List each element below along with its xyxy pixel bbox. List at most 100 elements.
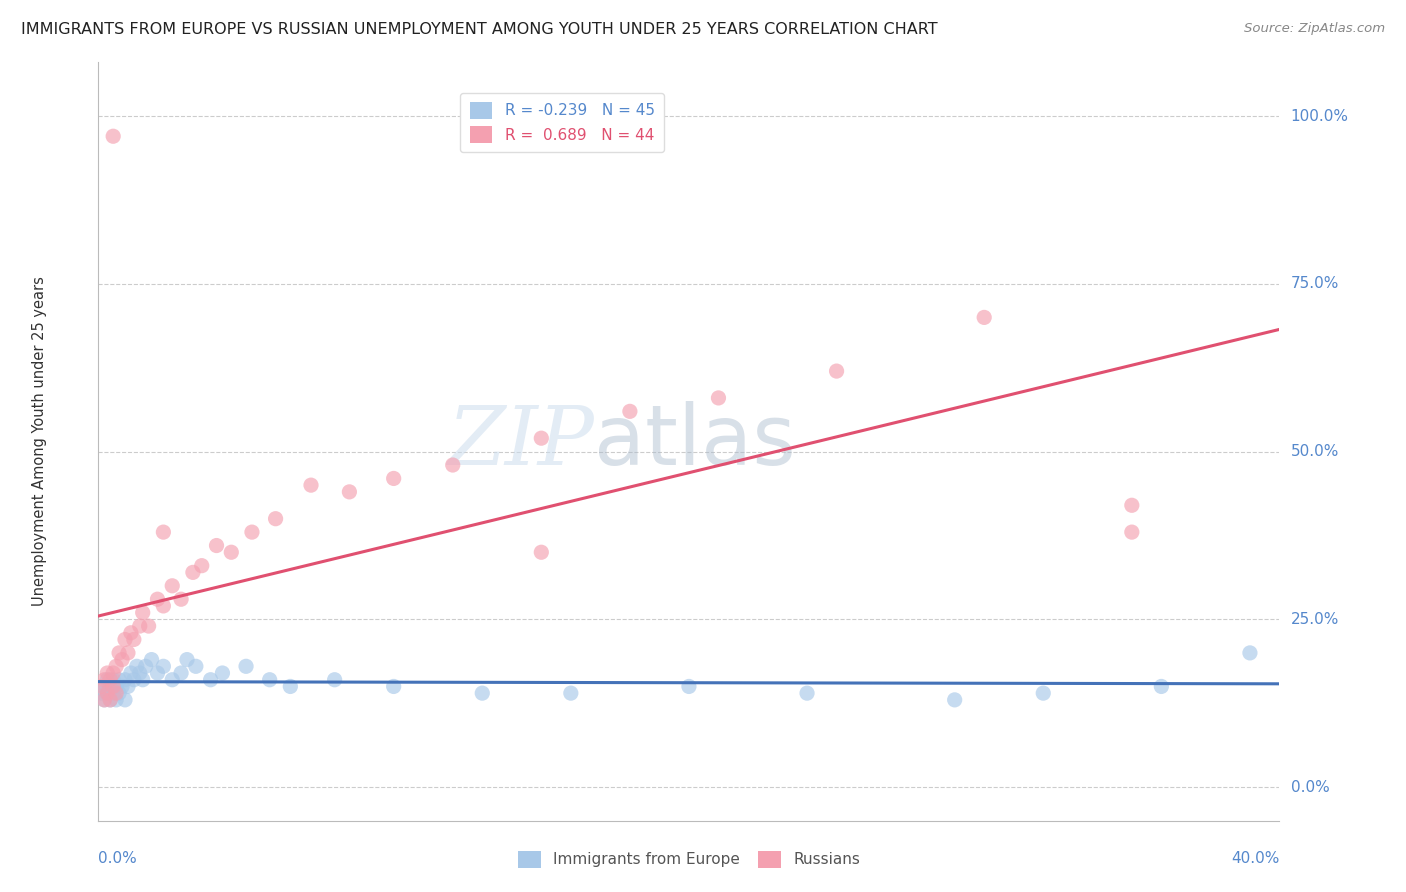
Text: 100.0%: 100.0%: [1291, 109, 1348, 124]
Point: [122, 673, 145, 687]
Point: [973, 310, 995, 325]
Point: [120, 625, 142, 640]
Point: [235, 659, 257, 673]
Point: [108, 686, 131, 700]
Point: [619, 404, 641, 418]
Point: [122, 632, 145, 647]
Point: [108, 646, 131, 660]
Point: [132, 606, 155, 620]
Text: ZIP: ZIP: [447, 401, 595, 482]
Point: [323, 673, 346, 687]
Point: [96, 673, 118, 687]
Point: [943, 693, 966, 707]
Point: [299, 478, 322, 492]
Point: [98, 693, 121, 707]
Legend: Immigrants from Europe, Russians: Immigrants from Europe, Russians: [512, 845, 866, 873]
Point: [221, 545, 243, 559]
Point: [108, 673, 131, 687]
Point: [128, 666, 150, 681]
Point: [93, 693, 115, 707]
Point: [114, 693, 136, 707]
Point: [93, 680, 115, 694]
Point: [152, 659, 174, 673]
Point: [111, 652, 134, 666]
Point: [1121, 498, 1143, 512]
Point: [259, 673, 281, 687]
Point: [114, 632, 136, 647]
Point: [93, 673, 115, 687]
Point: [796, 686, 818, 700]
Point: [191, 558, 214, 573]
Point: [382, 680, 405, 694]
Point: [1121, 525, 1143, 540]
Point: [530, 545, 553, 559]
Point: [90, 680, 112, 694]
Text: Unemployment Among Youth under 25 years: Unemployment Among Youth under 25 years: [32, 277, 46, 607]
Point: [117, 680, 139, 694]
Point: [98, 673, 121, 687]
Point: [90, 686, 112, 700]
Point: [96, 666, 118, 681]
Point: [176, 652, 198, 666]
Point: [162, 579, 183, 593]
Point: [138, 619, 160, 633]
Point: [471, 686, 494, 700]
Point: [1032, 686, 1054, 700]
Point: [132, 673, 155, 687]
Point: [111, 680, 134, 694]
Point: [103, 686, 125, 700]
Text: 0.0%: 0.0%: [1291, 780, 1329, 795]
Point: [170, 592, 193, 607]
Point: [105, 680, 128, 694]
Point: [280, 680, 302, 694]
Point: [117, 646, 139, 660]
Point: [707, 391, 730, 405]
Point: [441, 458, 464, 472]
Point: [146, 666, 169, 681]
Point: [200, 673, 222, 687]
Point: [825, 364, 848, 378]
Point: [530, 431, 553, 445]
Point: [103, 129, 125, 144]
Point: [184, 659, 207, 673]
Text: 50.0%: 50.0%: [1291, 444, 1339, 459]
Point: [98, 693, 121, 707]
Point: [211, 666, 233, 681]
Point: [560, 686, 582, 700]
Point: [382, 471, 405, 485]
Text: Source: ZipAtlas.com: Source: ZipAtlas.com: [1244, 22, 1385, 36]
Point: [141, 652, 163, 666]
Point: [125, 659, 148, 673]
Point: [152, 525, 174, 540]
Point: [240, 525, 263, 540]
Text: 75.0%: 75.0%: [1291, 277, 1339, 292]
Point: [105, 693, 128, 707]
Point: [103, 673, 125, 687]
Point: [128, 619, 150, 633]
Text: 25.0%: 25.0%: [1291, 612, 1339, 627]
Point: [98, 680, 121, 694]
Point: [678, 680, 700, 694]
Point: [96, 686, 118, 700]
Point: [205, 539, 228, 553]
Text: 0.0%: 0.0%: [98, 851, 138, 866]
Point: [1239, 646, 1261, 660]
Point: [152, 599, 174, 613]
Point: [96, 686, 118, 700]
Point: [103, 666, 125, 681]
Point: [105, 659, 128, 673]
Text: IMMIGRANTS FROM EUROPE VS RUSSIAN UNEMPLOYMENT AMONG YOUTH UNDER 25 YEARS CORREL: IMMIGRANTS FROM EUROPE VS RUSSIAN UNEMPL…: [21, 22, 938, 37]
Point: [1150, 680, 1173, 694]
Point: [120, 666, 142, 681]
Point: [93, 693, 115, 707]
Point: [105, 686, 128, 700]
Point: [264, 512, 287, 526]
Point: [135, 659, 157, 673]
Text: 40.0%: 40.0%: [1232, 851, 1279, 866]
Text: atlas: atlas: [595, 401, 796, 482]
Point: [170, 666, 193, 681]
Point: [114, 673, 136, 687]
Point: [162, 673, 183, 687]
Point: [181, 566, 204, 580]
Point: [146, 592, 169, 607]
